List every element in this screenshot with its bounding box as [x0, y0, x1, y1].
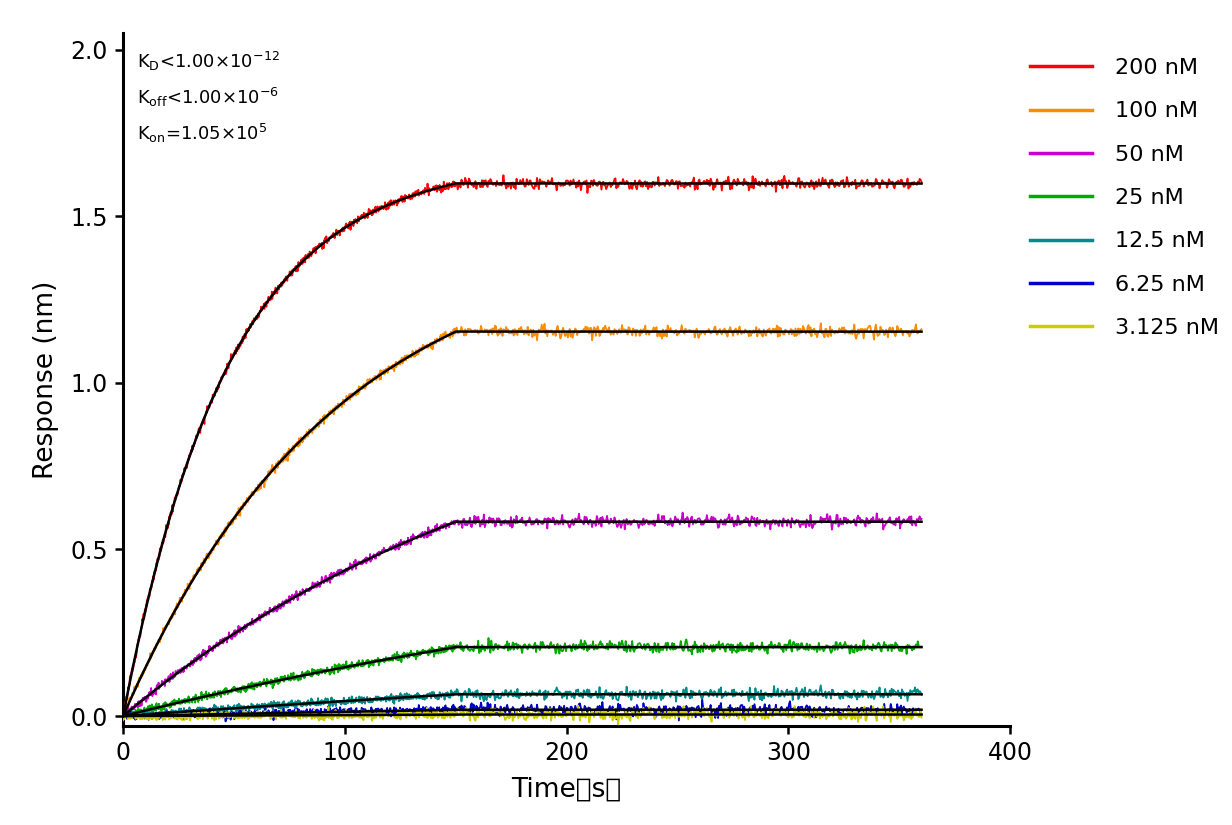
- 200 nM: [392, 197, 407, 207]
- 200 nM: [577, 177, 591, 187]
- Y-axis label: Response (nm): Response (nm): [33, 280, 59, 478]
- 50 nM: [914, 514, 929, 524]
- 50 nM: [224, 634, 239, 644]
- Line: 12.5 nM: 12.5 nM: [123, 686, 922, 719]
- 25 nM: [381, 653, 395, 663]
- 25 nM: [274, 672, 288, 682]
- 100 nM: [379, 364, 394, 374]
- 12.5 nM: [274, 704, 288, 714]
- 6.25 nM: [218, 716, 233, 726]
- 200 nM: [379, 204, 394, 214]
- 3.125 nM: [272, 712, 287, 722]
- Line: 50 nM: 50 nM: [123, 512, 922, 717]
- 3.125 nM: [224, 711, 239, 721]
- 50 nM: [675, 507, 690, 517]
- Line: 200 nM: 200 nM: [123, 175, 922, 719]
- 100 nM: [914, 324, 929, 334]
- 50 nM: [391, 542, 405, 552]
- 12.5 nM: [129, 714, 144, 724]
- 100 nM: [813, 318, 828, 328]
- Line: 6.25 nM: 6.25 nM: [123, 700, 922, 721]
- 25 nM: [224, 687, 239, 697]
- 200 nM: [391, 196, 405, 206]
- 3.125 nM: [577, 705, 591, 714]
- 6.25 nM: [577, 707, 591, 717]
- 12.5 nM: [391, 692, 405, 702]
- 6.25 nM: [695, 695, 710, 705]
- 100 nM: [116, 715, 131, 725]
- 6.25 nM: [392, 705, 407, 715]
- 12.5 nM: [392, 695, 407, 705]
- Line: 3.125 nM: 3.125 nM: [123, 705, 922, 724]
- 100 nM: [224, 516, 239, 526]
- 25 nM: [578, 636, 593, 646]
- 12.5 nM: [577, 686, 591, 695]
- Text: K$_\mathregular{D}$<1.00×10$^{-12}$
K$_\mathregular{off}$<1.00×10$^{-6}$
K$_\mat: K$_\mathregular{D}$<1.00×10$^{-12}$ K$_\…: [137, 50, 280, 145]
- 6.25 nM: [116, 709, 131, 719]
- 3.125 nM: [392, 707, 407, 717]
- X-axis label: Time（s）: Time（s）: [511, 776, 622, 803]
- 50 nM: [392, 544, 407, 554]
- 6.25 nM: [914, 710, 929, 719]
- 3.125 nM: [611, 719, 626, 729]
- Legend: 200 nM, 100 nM, 50 nM, 25 nM, 12.5 nM, 6.25 nM, 3.125 nM: 200 nM, 100 nM, 50 nM, 25 nM, 12.5 nM, 6…: [1030, 58, 1218, 338]
- 200 nM: [224, 349, 239, 359]
- 100 nM: [272, 459, 287, 469]
- 3.125 nM: [570, 700, 585, 710]
- 12.5 nM: [813, 681, 828, 691]
- 12.5 nM: [914, 690, 929, 700]
- 6.25 nM: [391, 705, 405, 715]
- 25 nM: [482, 633, 496, 643]
- 100 nM: [391, 359, 405, 369]
- 200 nM: [496, 170, 511, 180]
- 6.25 nM: [224, 709, 239, 719]
- 50 nM: [575, 517, 590, 527]
- 200 nM: [914, 177, 929, 186]
- Line: 100 nM: 100 nM: [123, 323, 922, 720]
- 100 nM: [575, 326, 590, 336]
- 25 nM: [914, 642, 929, 652]
- 200 nM: [116, 714, 131, 724]
- 3.125 nM: [391, 708, 405, 718]
- 6.25 nM: [381, 705, 395, 715]
- 25 nM: [391, 655, 405, 665]
- 12.5 nM: [116, 710, 131, 719]
- Line: 25 nM: 25 nM: [123, 638, 922, 719]
- 6.25 nM: [274, 709, 288, 719]
- 200 nM: [272, 280, 287, 290]
- 100 nM: [392, 360, 407, 370]
- 12.5 nM: [224, 707, 239, 717]
- 50 nM: [379, 546, 394, 556]
- 50 nM: [116, 712, 131, 722]
- 25 nM: [122, 714, 137, 724]
- 3.125 nM: [116, 714, 131, 724]
- 25 nM: [116, 712, 131, 722]
- 3.125 nM: [914, 713, 929, 723]
- 12.5 nM: [381, 691, 395, 701]
- 3.125 nM: [379, 710, 394, 720]
- 50 nM: [272, 601, 287, 611]
- 25 nM: [392, 651, 407, 661]
